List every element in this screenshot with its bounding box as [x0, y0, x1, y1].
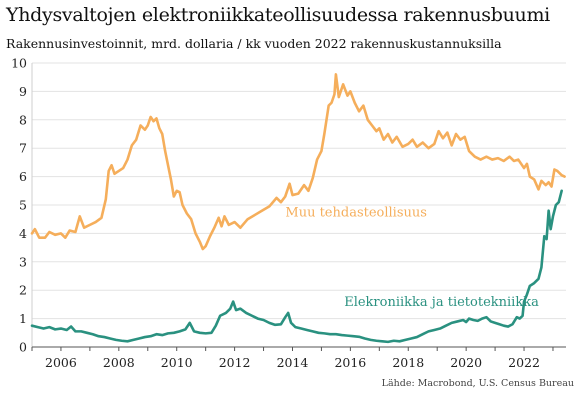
y-tick-label: 4: [19, 226, 27, 241]
x-tick-label: 2018: [392, 355, 424, 370]
x-tick-label: 2012: [219, 355, 251, 370]
source-note: Lähde: Macrobond, U.S. Census Bureau: [382, 378, 574, 389]
x-tick-label: 2022: [508, 355, 540, 370]
y-tick-label: 7: [19, 141, 27, 156]
y-tick-label: 3: [19, 254, 27, 269]
y-tick-label: 5: [19, 198, 27, 213]
y-tick-label: 0: [19, 340, 27, 355]
y-tick-label: 2: [19, 283, 27, 298]
series-lines: [30, 73, 566, 344]
y-tick-label: 9: [19, 84, 27, 99]
x-tick-label: 2008: [103, 355, 135, 370]
series-line-1: [30, 73, 566, 251]
chart-title: Yhdysvaltojen elektroniikkateollisuudess…: [6, 4, 550, 26]
y-tick-label: 1: [19, 311, 27, 326]
x-tick-label: 2014: [277, 355, 309, 370]
x-tick-label: 2016: [334, 355, 366, 370]
y-tick-label: 8: [19, 112, 27, 127]
series-label-2: Elekroniikka ja tietotekniikka: [344, 295, 539, 310]
x-tick-label: 2020: [450, 355, 482, 370]
series-line-2: [30, 189, 563, 344]
y-tick-label: 6: [19, 169, 27, 184]
x-tick-label: 2006: [45, 355, 77, 370]
y-axis-ticks: 0 1 2 3 4 5 6 7 8 9 10: [11, 56, 27, 355]
series-label-1: Muu tehdasteollisuus: [285, 205, 427, 220]
chart-subtitle: Rakennusinvestoinnit, mrd. dollaria / kk…: [6, 36, 502, 51]
series-labels: Muu tehdasteollisuus Elekroniikka ja tiet…: [285, 205, 539, 309]
x-axis-ticks: 2006 2008 2010 2012 2014 2016 2018 2020 2022: [31, 346, 566, 370]
y-tick-label: 10: [11, 56, 27, 71]
x-tick-label: 2010: [161, 355, 193, 370]
grid-lines: [31, 62, 566, 348]
